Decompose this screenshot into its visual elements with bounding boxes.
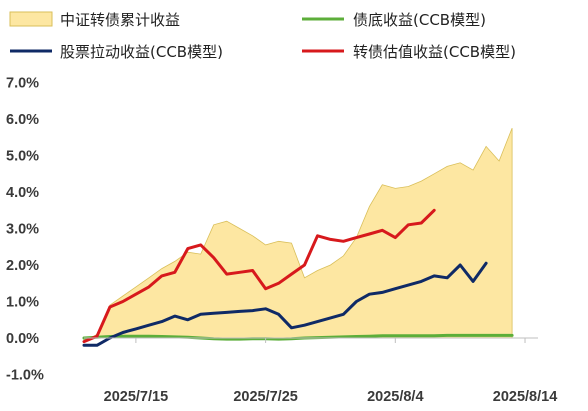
y-tick-label: 3.0% (6, 222, 39, 238)
y-tick-label: 0.0% (6, 331, 39, 347)
y-tick-label: 6.0% (6, 112, 39, 128)
y-tick-label: 4.0% (6, 185, 39, 201)
x-tick-label: 2025/8/4 (367, 389, 423, 405)
y-tick-label: 7.0% (6, 76, 39, 92)
series-line-valuation (82, 208, 436, 344)
y-tick-label: 5.0% (6, 149, 39, 165)
legend: 中证转债累计收益 债底收益(CCB模型) 股票拉动收益(CCB模型) 转债估值收… (9, 11, 516, 61)
legend-label-valuation: 转债估值收益(CCB模型) (353, 43, 516, 61)
legend-label-bond-floor: 债底收益(CCB模型) (353, 11, 486, 29)
series-area-cb-index (83, 127, 513, 343)
axes: -1.0% 0.0% 1.0% 2.0% 3.0% 4.0% 5.0% 6.0% 7.0% 202… (6, 76, 557, 406)
x-tick-label: 2025/8/14 (493, 389, 558, 405)
legend-swatch-cb-index (9, 11, 53, 27)
y-tick-label: 2.0% (6, 258, 39, 274)
legend-label-equity-pull: 股票拉动收益(CCB模型) (60, 43, 223, 61)
y-tick-label: -1.0% (6, 368, 44, 384)
plot-area (82, 127, 514, 347)
series-line-equity-pull (82, 261, 488, 347)
x-tick-label: 2025/7/15 (104, 389, 169, 405)
legend-label-cb-index: 中证转债累计收益 (60, 11, 180, 29)
x-tick-label: 2025/7/25 (233, 389, 298, 405)
y-tick-label: 1.0% (6, 295, 39, 311)
